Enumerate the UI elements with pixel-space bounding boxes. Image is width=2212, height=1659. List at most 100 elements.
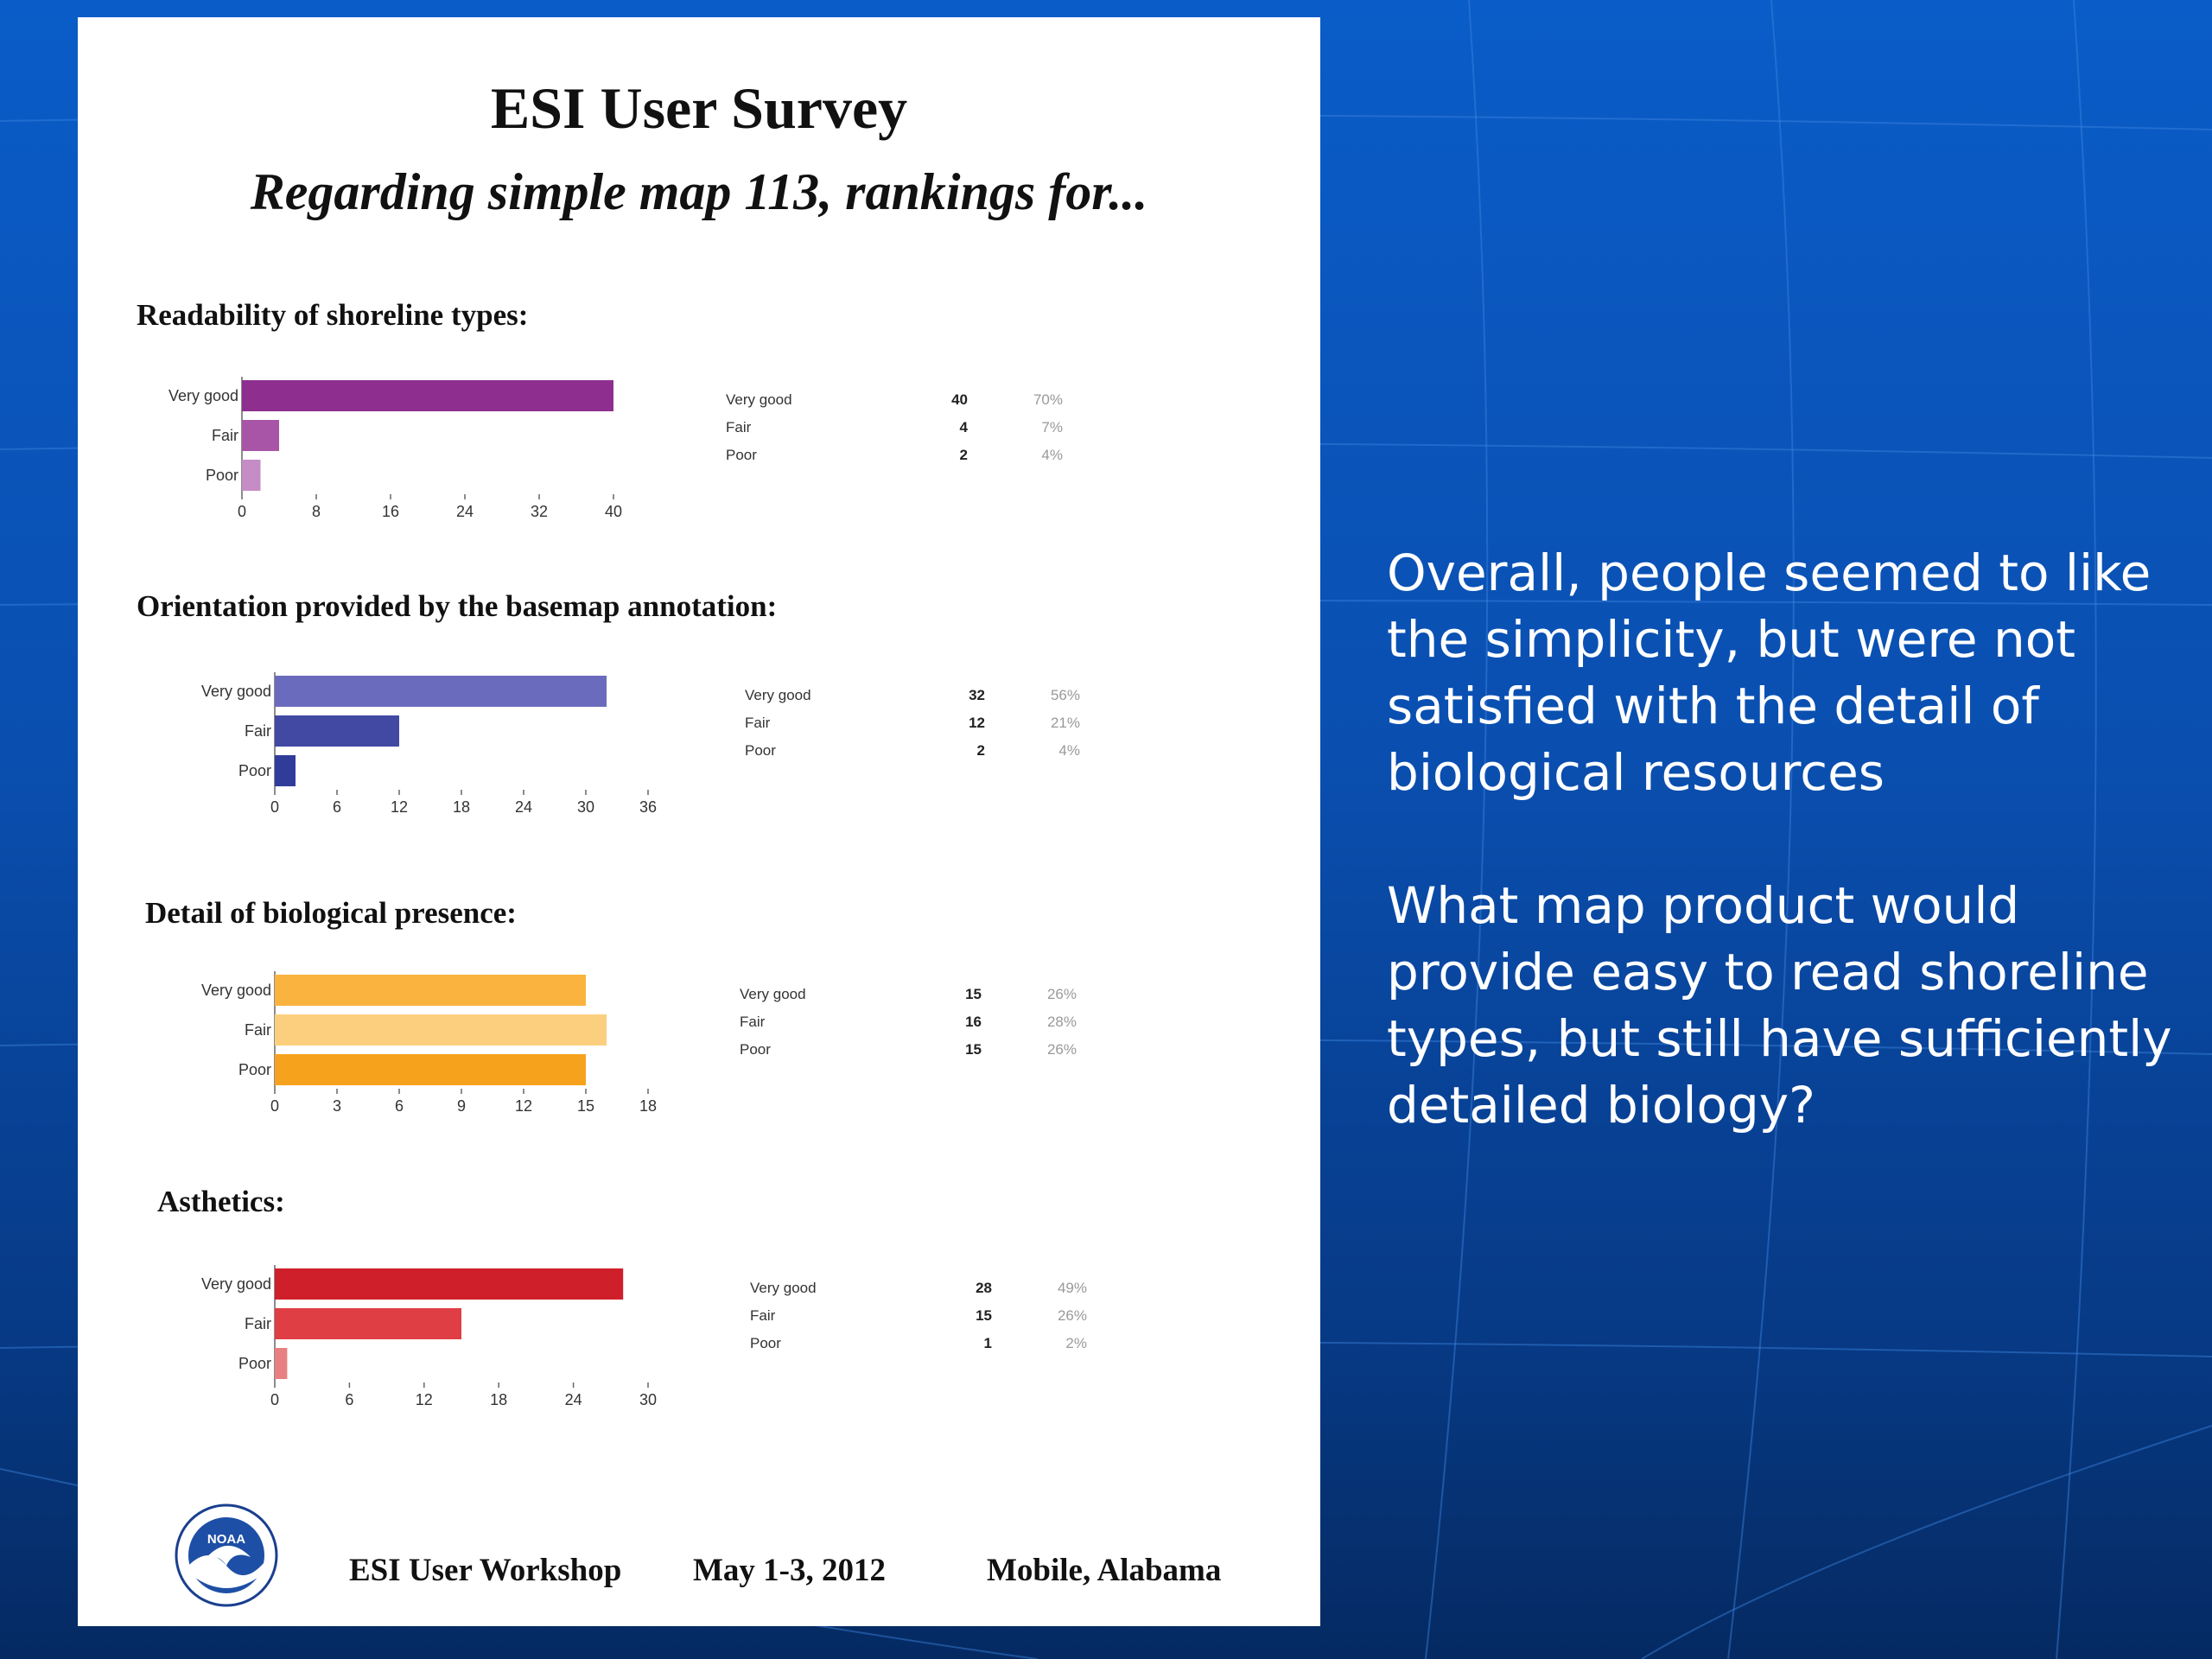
chart-3-bar-fair bbox=[275, 1014, 607, 1046]
chart-4-table-label-very-good: Very good bbox=[750, 1280, 817, 1296]
survey-title: ESI User Survey bbox=[490, 75, 908, 141]
chart-1-x-tick-label-5: 40 bbox=[605, 503, 622, 520]
survey-card: ESI User Survey Regarding simple map 113… bbox=[78, 17, 1320, 1626]
chart-4-x-tick-label-3: 18 bbox=[490, 1391, 507, 1408]
chart-3-table-label-poor: Poor bbox=[740, 1041, 771, 1058]
chart-4-x-tick-label-4: 24 bbox=[565, 1391, 582, 1408]
chart-3-table-count-fair: 16 bbox=[965, 1014, 982, 1030]
chart-2-table-label-fair: Fair bbox=[745, 715, 771, 731]
chart-1-x-tick-label-3: 24 bbox=[456, 503, 474, 520]
chart-1-bar-fair bbox=[242, 420, 279, 451]
chart-3-x-tick-label-2: 6 bbox=[395, 1097, 404, 1115]
survey-subtitle: Regarding simple map 113, rankings for..… bbox=[250, 163, 1148, 220]
chart-1-x-tick-label-2: 16 bbox=[382, 503, 399, 520]
chart-4-x-tick-label-5: 30 bbox=[639, 1391, 657, 1408]
chart-4-table-count-poor: 1 bbox=[984, 1335, 992, 1351]
chart-2-table-label-poor: Poor bbox=[745, 742, 776, 759]
chart-3-table-label-very-good: Very good bbox=[740, 986, 806, 1002]
chart-1-x-tick-label-4: 32 bbox=[531, 503, 548, 520]
chart-2-table-count-poor: 2 bbox=[977, 742, 985, 759]
chart-2-x-tick-label-5: 30 bbox=[577, 798, 594, 816]
chart-1-table-count-poor: 2 bbox=[960, 447, 968, 463]
chart-3-x-tick-label-1: 3 bbox=[333, 1097, 341, 1115]
chart-4-table-percent-very-good: 49% bbox=[1058, 1280, 1087, 1296]
chart-3-heading: Detail of biological presence: bbox=[145, 896, 517, 930]
chart-3-category-label-fair: Fair bbox=[245, 1021, 271, 1039]
noaa-logo: NOAA bbox=[175, 1503, 278, 1607]
chart-3-x-tick-label-5: 15 bbox=[577, 1097, 594, 1115]
chart-4-bar-very-good bbox=[275, 1268, 624, 1300]
chart-2-bar-fair bbox=[275, 715, 399, 747]
chart-3-category-label-poor: Poor bbox=[238, 1061, 271, 1078]
chart-1-table-percent-fair: 7% bbox=[1041, 419, 1063, 435]
chart-2-table-percent-fair: 21% bbox=[1051, 715, 1080, 731]
chart-3-bar-very-good bbox=[275, 975, 586, 1006]
chart-3-table-percent-very-good: 26% bbox=[1047, 986, 1077, 1002]
chart-4-bar-poor bbox=[275, 1348, 288, 1379]
chart-3-x-tick-label-4: 12 bbox=[515, 1097, 532, 1115]
commentary-paragraph-1: Overall, people seemed to like the simpl… bbox=[1387, 543, 2152, 802]
chart-1-table-percent-very-good: 70% bbox=[1033, 391, 1063, 408]
chart-1-heading: Readability of shoreline types: bbox=[137, 298, 529, 332]
chart-4-bar-fair bbox=[275, 1308, 461, 1339]
chart-2-x-tick-label-0: 0 bbox=[270, 798, 279, 816]
chart-4-table-label-poor: Poor bbox=[750, 1335, 781, 1351]
chart-1-x-tick-label-1: 8 bbox=[312, 503, 321, 520]
chart-4-table-count-fair: 15 bbox=[976, 1307, 992, 1324]
chart-2-category-label-fair: Fair bbox=[245, 722, 271, 740]
chart-2-x-tick-label-6: 36 bbox=[639, 798, 657, 816]
chart-2-category-label-very-good: Very good bbox=[201, 683, 271, 700]
chart-3-x-tick-label-6: 18 bbox=[639, 1097, 657, 1115]
chart-3-table-label-fair: Fair bbox=[740, 1014, 766, 1030]
footer-date: May 1-3, 2012 bbox=[693, 1553, 886, 1588]
footer-workshop: ESI User Workshop bbox=[349, 1553, 622, 1588]
chart-1-table-count-fair: 4 bbox=[960, 419, 969, 435]
chart-4-table-percent-poor: 2% bbox=[1065, 1335, 1087, 1351]
chart-3: Very good Very good 15 26% Fair Fair 16 28% Poor… bbox=[201, 971, 1077, 1115]
chart-4-table-count-very-good: 28 bbox=[976, 1280, 992, 1296]
chart-2-x-tick-label-3: 18 bbox=[453, 798, 470, 816]
chart-1-category-label-poor: Poor bbox=[206, 467, 238, 484]
chart-3-bar-poor bbox=[275, 1054, 586, 1085]
chart-1-bar-poor bbox=[242, 460, 261, 491]
chart-1-table-percent-poor: 4% bbox=[1041, 447, 1063, 463]
footer-location: Mobile, Alabama bbox=[987, 1553, 1222, 1588]
chart-2: Very good Very good 32 56% Fair Fair 12 21% Poor… bbox=[201, 672, 1080, 816]
chart-3-x-tick-label-3: 9 bbox=[457, 1097, 466, 1115]
chart-1-table-label-poor: Poor bbox=[726, 447, 757, 463]
chart-2-x-tick-label-2: 12 bbox=[391, 798, 408, 816]
chart-4-category-label-fair: Fair bbox=[245, 1315, 271, 1332]
chart-1: Very good Very good 40 70% Fair Fair 4 7% Poor Po… bbox=[168, 377, 1063, 520]
noaa-logo-text: NOAA bbox=[207, 1532, 245, 1547]
chart-3-table-percent-poor: 26% bbox=[1047, 1041, 1077, 1058]
chart-4-category-label-poor: Poor bbox=[238, 1355, 271, 1372]
chart-2-x-tick-label-4: 24 bbox=[515, 798, 532, 816]
chart-4-category-label-very-good: Very good bbox=[201, 1275, 271, 1293]
chart-3-table-count-very-good: 15 bbox=[965, 986, 982, 1002]
chart-3-category-label-very-good: Very good bbox=[201, 982, 271, 999]
chart-2-table-label-very-good: Very good bbox=[745, 687, 811, 703]
chart-3-x-tick-label-0: 0 bbox=[270, 1097, 279, 1115]
chart-4-heading: Asthetics: bbox=[157, 1185, 285, 1218]
chart-2-x-tick-label-1: 6 bbox=[333, 798, 341, 816]
chart-4-x-tick-label-1: 6 bbox=[345, 1391, 353, 1408]
chart-2-table-count-fair: 12 bbox=[969, 715, 985, 731]
chart-4: Very good Very good 28 49% Fair Fair 15 26% Poor… bbox=[201, 1265, 1087, 1408]
chart-2-heading: Orientation provided by the basemap anno… bbox=[137, 589, 778, 623]
chart-2-bar-poor bbox=[275, 755, 296, 786]
chart-1-category-label-very-good: Very good bbox=[168, 387, 238, 404]
chart-4-table-percent-fair: 26% bbox=[1058, 1307, 1087, 1324]
chart-4-table-label-fair: Fair bbox=[750, 1307, 776, 1324]
chart-4-x-tick-label-0: 0 bbox=[270, 1391, 279, 1408]
chart-4-x-tick-label-2: 12 bbox=[416, 1391, 433, 1408]
chart-1-bar-very-good bbox=[242, 380, 613, 411]
commentary-paragraph-2: What map product would provide easy to r… bbox=[1387, 876, 2172, 1135]
chart-2-category-label-poor: Poor bbox=[238, 762, 271, 779]
chart-1-category-label-fair: Fair bbox=[212, 427, 238, 444]
chart-3-table-count-poor: 15 bbox=[965, 1041, 982, 1058]
chart-1-table-label-very-good: Very good bbox=[726, 391, 792, 408]
chart-2-table-percent-very-good: 56% bbox=[1051, 687, 1080, 703]
chart-1-table-count-very-good: 40 bbox=[951, 391, 968, 408]
chart-2-table-percent-poor: 4% bbox=[1058, 742, 1080, 759]
chart-2-table-count-very-good: 32 bbox=[969, 687, 985, 703]
